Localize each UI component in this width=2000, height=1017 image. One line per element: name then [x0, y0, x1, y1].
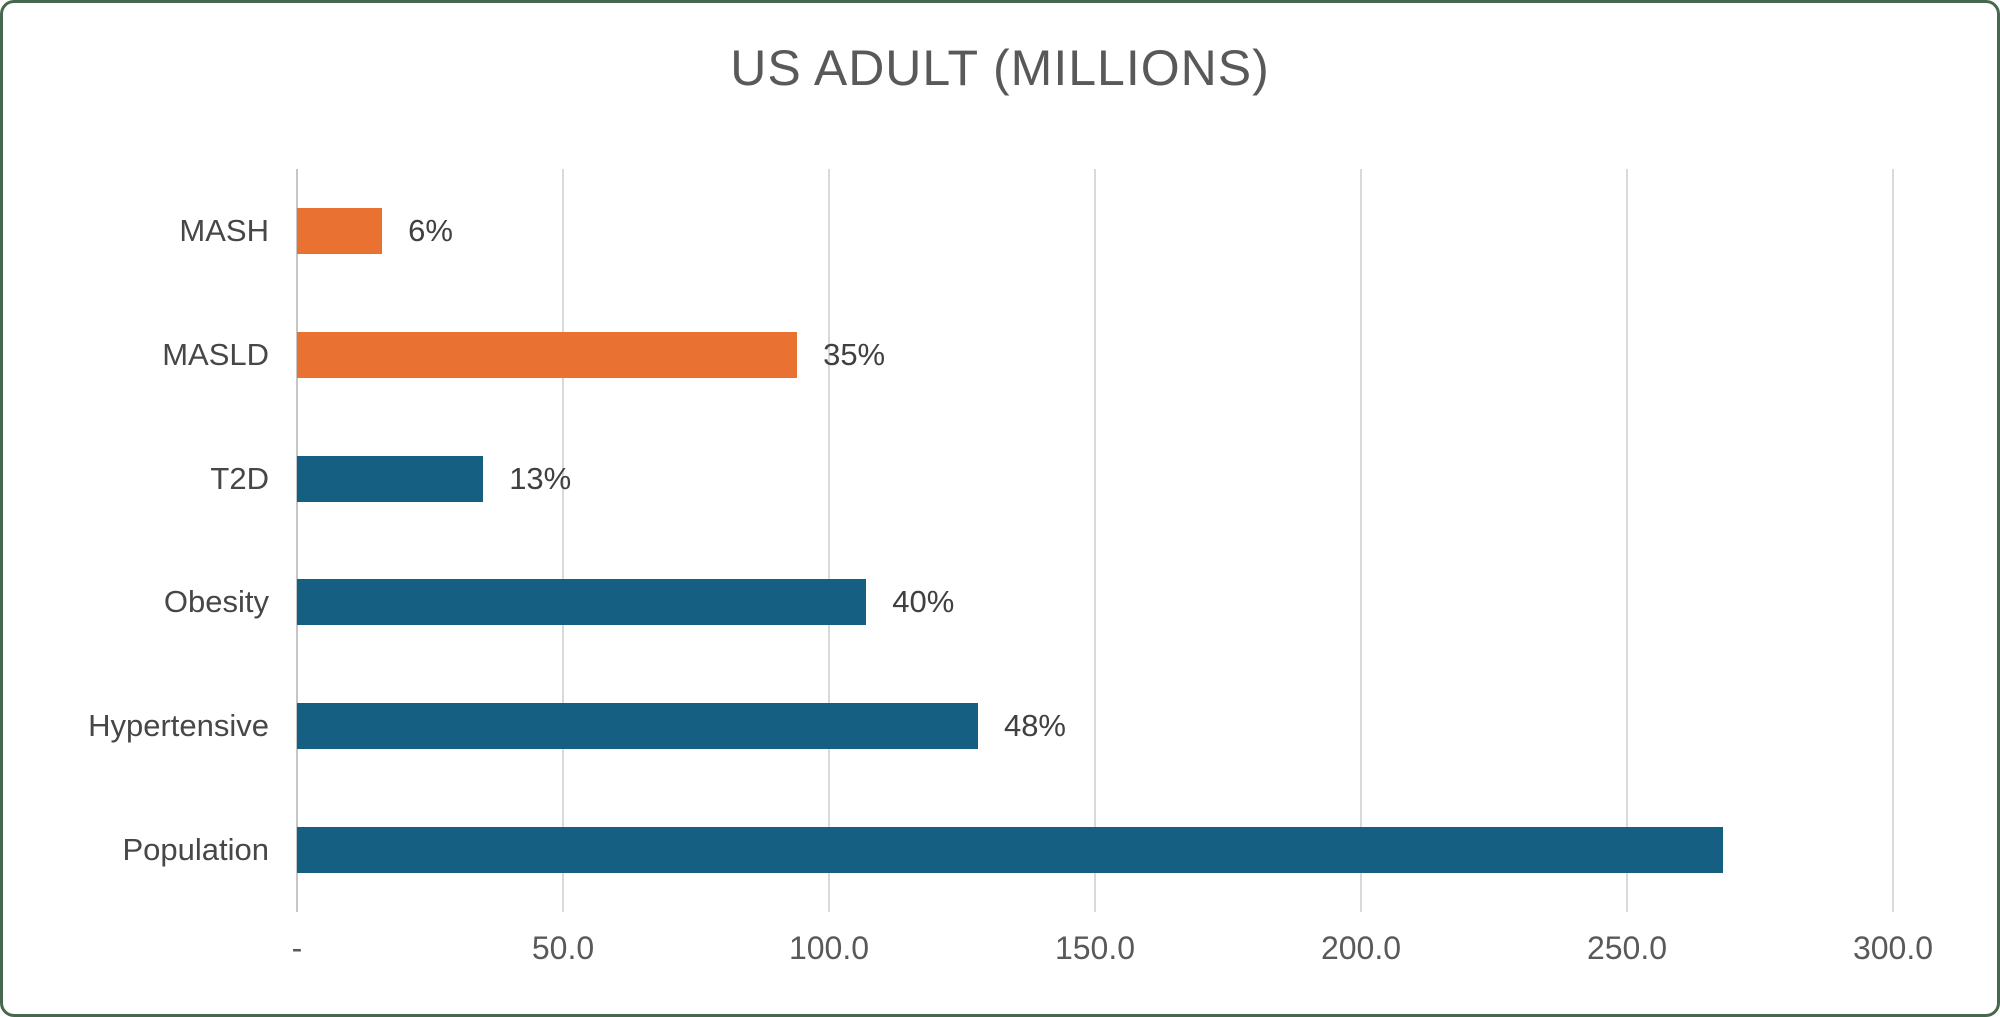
- x-tick-label-50: 50.0: [531, 930, 595, 966]
- x-tick-label-300: 300.0: [1852, 930, 1934, 966]
- plot-area: 6% 35% 13% 40% 48%: [296, 169, 1894, 912]
- category-label-mash: MASH: [179, 212, 269, 248]
- bar-hypertensive: [297, 703, 978, 750]
- bar-value-label-masld: 35%: [823, 336, 886, 372]
- bar-t2d: [297, 455, 484, 502]
- bar-obesity: [297, 579, 867, 626]
- bar-population: [297, 827, 1723, 874]
- bar-row-hypertensive: 48%: [297, 664, 1893, 788]
- bar-value-label-hypertensive: 48%: [1003, 708, 1066, 744]
- bar-row-masld: 35%: [297, 293, 1893, 417]
- category-label-hypertensive: Hypertensive: [88, 708, 269, 744]
- bar-value-label-t2d: 13%: [509, 460, 572, 496]
- gridline-200: [1359, 169, 1362, 912]
- bar-value-label-mash: 6%: [408, 212, 453, 248]
- category-label-masld: MASLD: [162, 336, 269, 372]
- category-label-population: Population: [122, 832, 269, 868]
- x-tick-label-250: 250.0: [1586, 930, 1668, 966]
- gridline-150: [1094, 169, 1096, 912]
- bar-value-label-obesity: 40%: [892, 584, 955, 620]
- bar-mash: [297, 207, 383, 254]
- x-axis-labels: - 50.0 100.0 150.0 200.0 250.0 300.0: [292, 930, 1933, 990]
- x-tick-label-100: 100.0: [788, 930, 870, 966]
- bar-row-obesity: 40%: [297, 541, 1893, 665]
- category-label-t2d: T2D: [210, 460, 269, 496]
- bar-row-mash: 6%: [297, 169, 1893, 293]
- gridline-250: [1626, 169, 1628, 912]
- category-axis: MASH MASLD T2D Obesity Hypertensive Populatio…: [43, 169, 269, 912]
- category-label-obesity: Obesity: [163, 584, 269, 620]
- gridline-0: [296, 169, 298, 912]
- chart-title: US ADULT (MILLIONS): [730, 40, 1270, 96]
- bar-row-t2d: 13%: [297, 417, 1893, 541]
- bar-row-population: [297, 788, 1893, 912]
- bar-masld: [297, 331, 798, 378]
- x-tick-label-150: 150.0: [1054, 930, 1136, 966]
- x-tick-label-0: -: [291, 930, 303, 966]
- gridline-100: [827, 169, 830, 912]
- gridline-50: [561, 169, 564, 912]
- x-tick-label-200: 200.0: [1320, 930, 1402, 966]
- gridline-300: [1892, 169, 1894, 912]
